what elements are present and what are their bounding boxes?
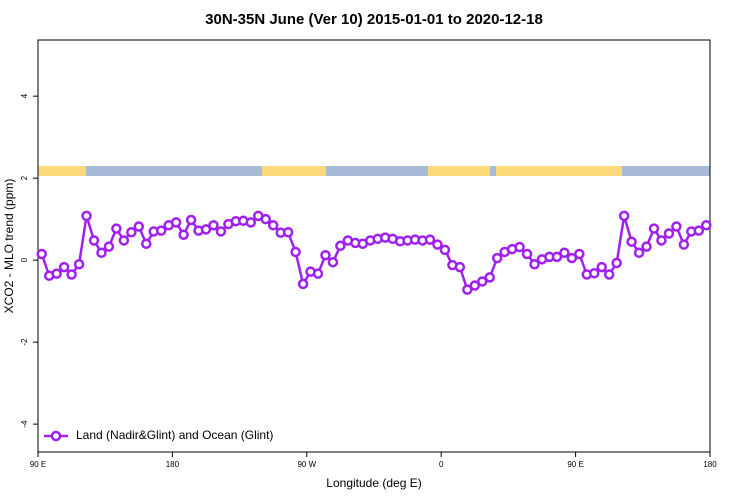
ocean-band: [38, 166, 710, 176]
data-point: [648, 223, 660, 234]
data-point: [469, 280, 481, 291]
data-point: [170, 217, 182, 228]
data-point: [118, 235, 130, 246]
data-point: [551, 251, 563, 263]
data-point: [462, 284, 473, 295]
data-point: [514, 241, 525, 253]
x-tick-label: 90 E: [30, 460, 46, 469]
data-point: [58, 261, 70, 273]
data-point: [297, 278, 309, 290]
data-point: [245, 217, 257, 228]
land-band: [262, 166, 326, 176]
data-point: [290, 246, 301, 258]
data-point: [200, 224, 212, 235]
x-tick-label: 0: [439, 460, 444, 469]
data-point: [96, 247, 107, 259]
data-point: [566, 252, 578, 264]
land-band: [428, 166, 490, 176]
data-point: [641, 241, 652, 252]
data-point: [432, 239, 443, 250]
data-point: [701, 220, 712, 231]
data-point: [424, 234, 436, 245]
data-point: [111, 223, 122, 234]
data-point: [36, 248, 47, 260]
data-point: [81, 210, 92, 222]
data-point: [521, 248, 533, 260]
data-point: [678, 239, 690, 250]
legend-label: Land (Nadir&Glint) and Ocean (Glint): [76, 428, 273, 442]
land-band: [496, 166, 622, 176]
land-ocean-strip: [38, 166, 710, 176]
data-point: [529, 258, 540, 270]
y-tick-label: 4: [20, 93, 29, 98]
data-point: [282, 227, 294, 238]
data-point: [260, 213, 271, 225]
data-point: [327, 256, 339, 268]
y-tick-label: 0: [20, 257, 29, 262]
data-point: [477, 276, 488, 287]
data-point: [208, 220, 219, 231]
data-point: [596, 261, 607, 273]
data-point: [626, 236, 637, 247]
data-point: [633, 247, 645, 259]
data-point: [267, 220, 279, 231]
data-point: [663, 228, 675, 239]
data-point: [155, 225, 167, 236]
data-point: [491, 252, 503, 264]
data-point: [603, 269, 615, 280]
data-point: [312, 268, 324, 279]
y-axis-label: XCO2 - MLO trend (ppm): [2, 179, 16, 314]
data-point: [454, 261, 466, 273]
data-point: [103, 241, 115, 252]
x-tick-label: 180: [166, 460, 180, 469]
data-point: [656, 235, 667, 246]
data-point: [126, 227, 137, 238]
data-point: [693, 225, 705, 236]
data-point: [484, 272, 495, 283]
data-point: [66, 269, 77, 280]
y-tick-label: 2: [20, 175, 29, 180]
land-band: [38, 166, 86, 176]
data-point: [73, 258, 85, 270]
data-point: [320, 249, 331, 261]
data-point: [611, 257, 622, 269]
x-tick-label: 90 E: [567, 460, 583, 469]
data-point: [589, 268, 600, 279]
data-point: [178, 229, 189, 240]
plot-frame: [37, 39, 711, 453]
data-point: [559, 247, 570, 259]
x-tick-label: 90 W: [297, 460, 316, 469]
x-tick-label: 180: [703, 460, 717, 469]
data-point: [671, 221, 682, 232]
legend-marker: [50, 430, 62, 442]
data-point: [51, 268, 62, 279]
data-point: [618, 210, 630, 222]
data-point: [574, 248, 585, 260]
y-tick-label: -4: [20, 420, 29, 428]
data-point: [141, 238, 152, 249]
chart-title: 30N-35N June (Ver 10) 2015-01-01 to 2020…: [205, 11, 543, 28]
data-point: [215, 226, 227, 237]
data-point: [185, 214, 197, 226]
data-point: [335, 240, 346, 252]
data-point: [439, 244, 451, 256]
x-axis-label: Longitude (deg E): [326, 476, 421, 490]
data-point: [88, 235, 100, 246]
y-tick-label: -2: [20, 338, 29, 346]
data-point: [133, 221, 145, 232]
